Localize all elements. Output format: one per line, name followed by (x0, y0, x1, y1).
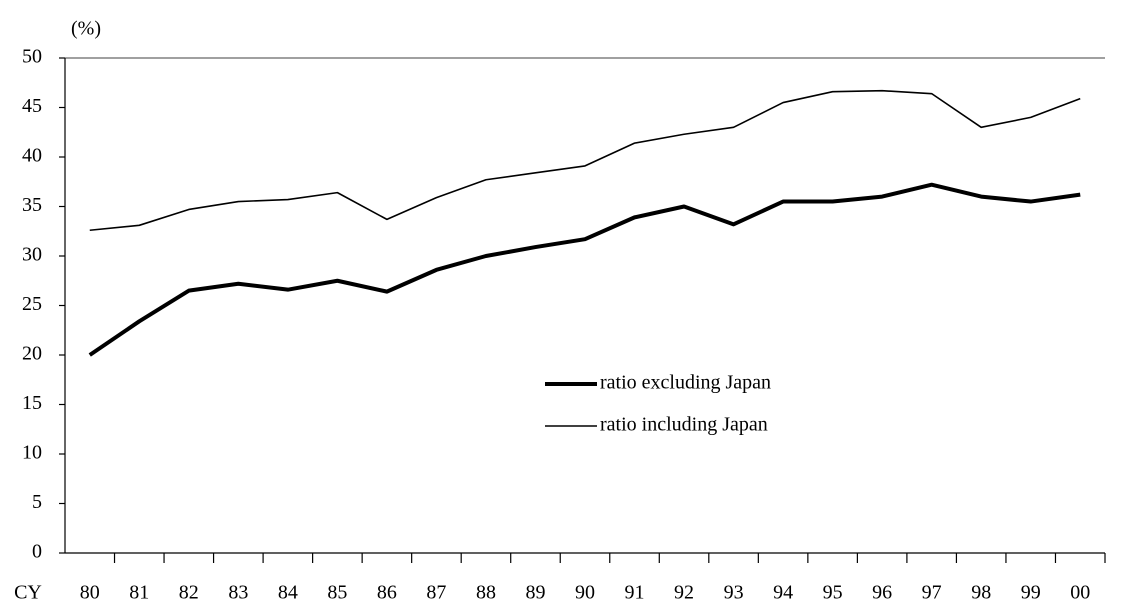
y-tick-label: 20 (22, 343, 42, 365)
x-tick-label: 90 (575, 582, 595, 604)
y-tick-label: 35 (22, 194, 42, 216)
x-tick-label: 98 (971, 582, 991, 604)
x-tick-label: 91 (625, 582, 645, 604)
legend-label: ratio including Japan (600, 414, 768, 436)
x-tick-label: 83 (228, 582, 248, 604)
x-tick-label: 85 (327, 582, 347, 604)
legend-label: ratio excluding Japan (600, 372, 771, 394)
x-tick-label: 80 (80, 582, 100, 604)
x-tick-label: 92 (674, 582, 694, 604)
series-line (88, 182, 1081, 357)
x-tick-label: 96 (872, 582, 892, 604)
y-tick-label: 30 (22, 244, 42, 266)
x-axis-label: CY (14, 582, 42, 604)
y-unit-label: (%) (71, 18, 101, 40)
y-tick-label: 40 (22, 145, 42, 167)
x-tick-label: 86 (377, 582, 397, 604)
x-tick-label: 87 (426, 582, 446, 604)
x-tick-label: 97 (922, 582, 942, 604)
y-tick-label: 5 (32, 491, 42, 513)
y-tick-label: 45 (22, 95, 42, 117)
x-tick-label: 84 (278, 582, 298, 604)
y-tick-label: 10 (22, 442, 42, 464)
y-tick-label: 25 (22, 293, 42, 315)
x-tick-label: 93 (724, 582, 744, 604)
y-tick-label: 50 (22, 46, 42, 68)
y-tick-label: 0 (32, 541, 42, 563)
x-tick-label: 88 (476, 582, 496, 604)
x-tick-label: 82 (179, 582, 199, 604)
x-tick-label: 99 (1021, 582, 1041, 604)
x-tick-label: 95 (823, 582, 843, 604)
x-tick-label: 81 (129, 582, 149, 604)
series-line (89, 89, 1081, 232)
x-tick-label: 00 (1070, 582, 1090, 604)
x-tick-label: 94 (773, 582, 793, 604)
y-tick-label: 15 (22, 392, 42, 414)
x-tick-label: 89 (525, 582, 545, 604)
